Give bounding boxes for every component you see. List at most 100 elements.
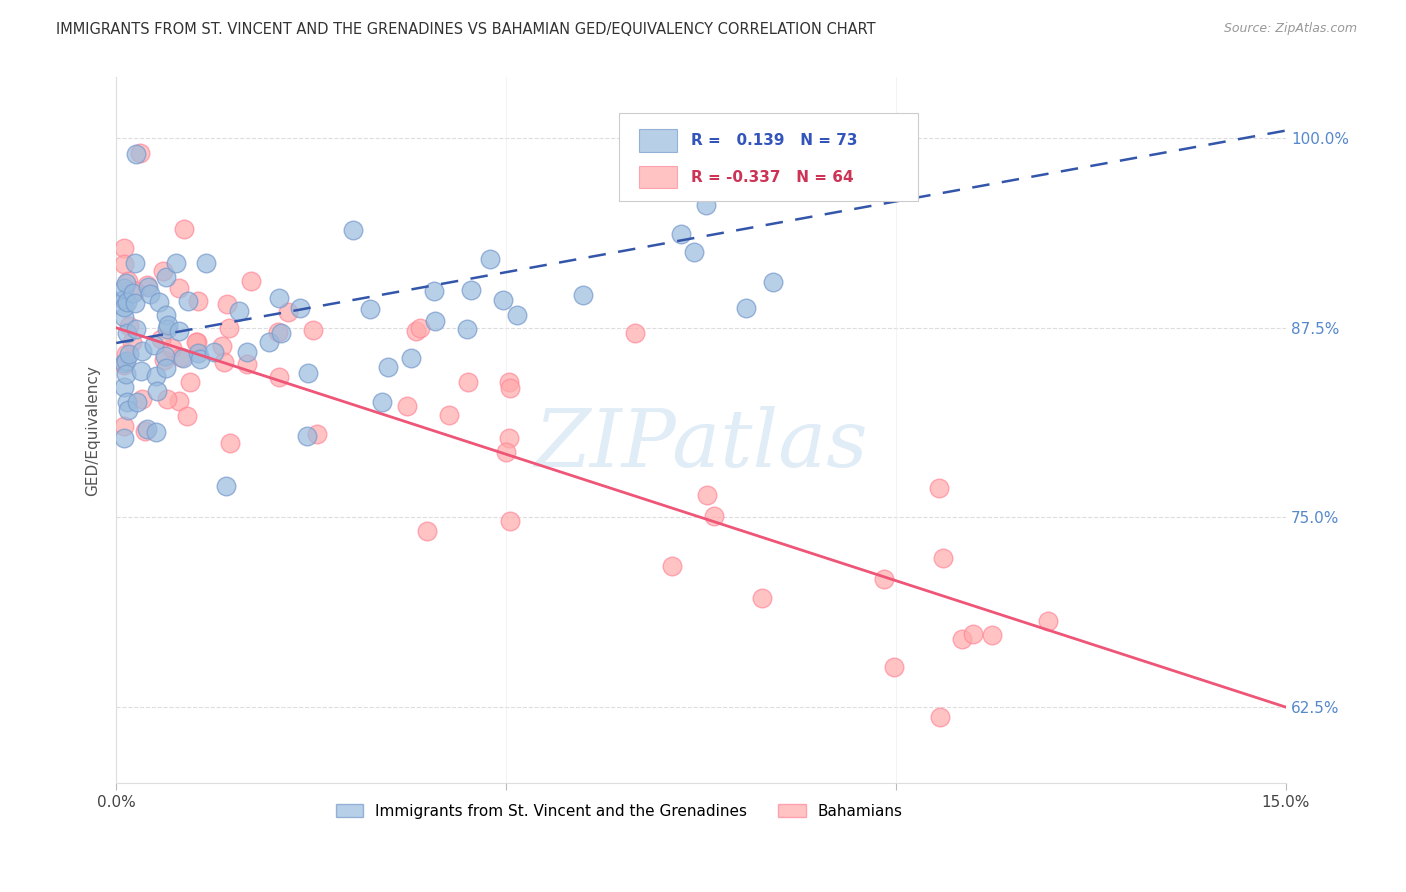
Point <box>125 395 148 409</box>
Point <box>873 573 896 587</box>
Point <box>131 392 153 407</box>
Point <box>145 369 167 384</box>
Point <box>405 324 427 338</box>
Point <box>148 295 170 310</box>
Point <box>408 321 430 335</box>
Y-axis label: GED/Equivalency: GED/Equivalency <box>86 365 100 496</box>
Point <box>117 326 139 341</box>
Point <box>117 295 139 310</box>
Point <box>184 335 207 350</box>
Point <box>215 479 238 493</box>
Point <box>703 509 725 524</box>
Point <box>124 284 146 298</box>
Point <box>267 291 290 305</box>
Point <box>188 351 211 366</box>
Point <box>156 318 179 333</box>
Point <box>259 335 281 350</box>
Point <box>136 279 159 293</box>
Point <box>125 322 148 336</box>
Point <box>495 445 517 459</box>
Point <box>167 281 190 295</box>
Point <box>112 380 135 394</box>
Point <box>112 356 135 370</box>
Point <box>112 293 135 307</box>
Point <box>962 627 984 641</box>
Point <box>153 352 176 367</box>
Point <box>156 321 179 335</box>
Text: IMMIGRANTS FROM ST. VINCENT AND THE GRENADINES VS BAHAMIAN GED/EQUIVALENCY CORRE: IMMIGRANTS FROM ST. VINCENT AND THE GREN… <box>56 22 876 37</box>
Point <box>883 660 905 674</box>
Point <box>187 346 209 360</box>
Point <box>266 325 288 339</box>
Point <box>114 368 136 382</box>
Point <box>751 591 773 606</box>
Point <box>290 301 312 315</box>
Point <box>295 428 318 442</box>
Point <box>624 326 647 340</box>
Point <box>124 256 146 270</box>
Text: R = -0.337   N = 64: R = -0.337 N = 64 <box>690 169 853 185</box>
Point <box>498 381 520 395</box>
Point <box>160 341 183 355</box>
Point <box>136 422 159 436</box>
Point <box>762 275 785 289</box>
Point <box>359 302 381 317</box>
Point <box>112 431 135 445</box>
Point <box>1036 614 1059 628</box>
Point <box>695 198 717 212</box>
Point <box>118 318 141 333</box>
Point <box>176 409 198 424</box>
Point <box>125 147 148 161</box>
Point <box>177 293 200 308</box>
Point <box>155 269 177 284</box>
Point <box>211 339 233 353</box>
Point <box>115 395 138 409</box>
Point <box>173 222 195 236</box>
Point <box>683 244 706 259</box>
Point <box>399 351 422 365</box>
Point <box>155 361 177 376</box>
Point <box>124 296 146 310</box>
Point <box>114 354 136 368</box>
Point <box>416 524 439 538</box>
Point <box>950 632 973 646</box>
Point <box>155 308 177 322</box>
Point <box>138 287 160 301</box>
Point <box>460 283 482 297</box>
Point <box>239 274 262 288</box>
Point <box>112 241 135 255</box>
FancyBboxPatch shape <box>619 112 918 201</box>
Point <box>156 392 179 407</box>
Point <box>135 277 157 292</box>
Point <box>456 322 478 336</box>
Point <box>129 364 152 378</box>
Point <box>661 559 683 574</box>
Point <box>118 347 141 361</box>
Point <box>165 256 187 270</box>
Point <box>218 436 240 450</box>
Point <box>112 257 135 271</box>
Point <box>129 146 152 161</box>
Text: R =   0.139   N = 73: R = 0.139 N = 73 <box>690 133 858 148</box>
Point <box>195 256 218 270</box>
Point <box>734 301 756 316</box>
Point <box>155 349 177 363</box>
Point <box>423 284 446 298</box>
Point <box>928 481 950 495</box>
Point <box>117 403 139 417</box>
Point <box>212 355 235 369</box>
Point <box>170 351 193 365</box>
Point <box>498 376 520 390</box>
Point <box>114 280 136 294</box>
Point <box>112 310 135 325</box>
Point <box>269 370 291 384</box>
Point <box>457 376 479 390</box>
Point <box>236 357 259 371</box>
Point <box>396 399 419 413</box>
Point <box>114 347 136 361</box>
Point <box>932 551 955 566</box>
Point <box>112 419 135 434</box>
Point <box>112 301 135 315</box>
Point <box>371 395 394 409</box>
Point <box>145 425 167 439</box>
